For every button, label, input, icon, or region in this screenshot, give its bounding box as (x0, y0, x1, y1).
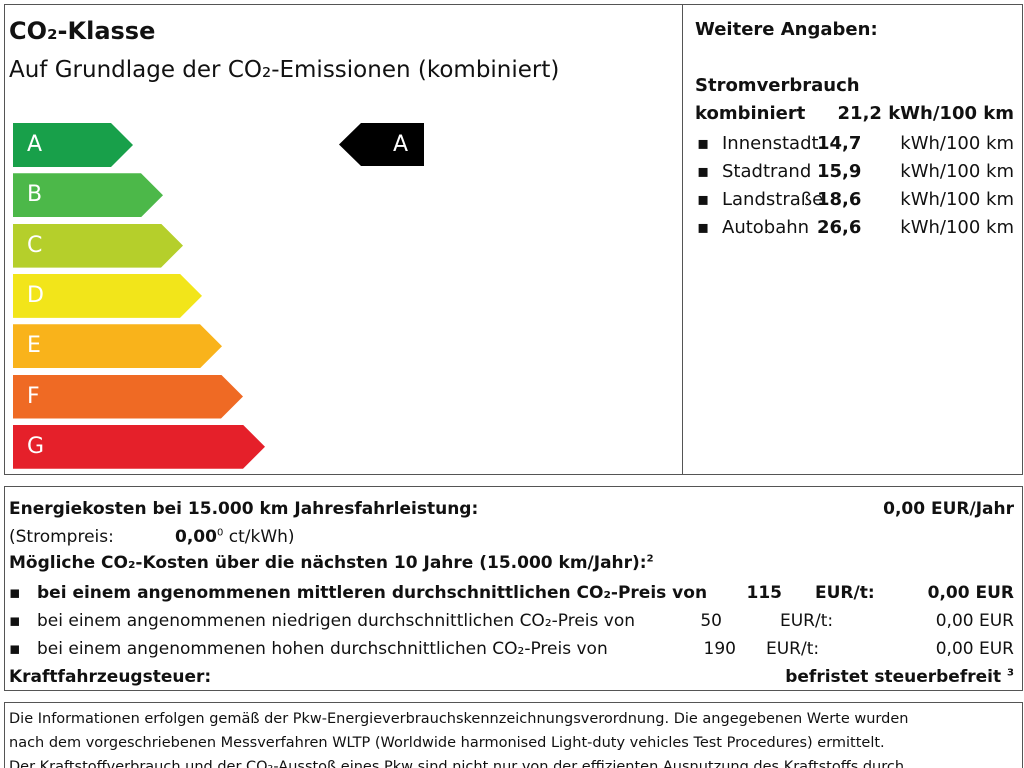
bullet: ▪ (9, 639, 21, 659)
row-value: 18,6 (817, 189, 862, 210)
row-unit: kWh/100 km (900, 133, 1014, 154)
tax-label: Kraftfahrzeugsteuer: (9, 667, 212, 687)
co2-text: bei einem angenommenen niedrigen durchsc… (37, 611, 636, 631)
co2-price: 190 (703, 639, 736, 659)
footer-panel: Die Informationen erfolgen gemäß der Pkw… (4, 702, 1023, 768)
class-arrow: C (13, 224, 183, 268)
row-value: 15,9 (817, 161, 862, 182)
details-heading: Stromverbrauch (695, 75, 860, 96)
row-label: Autobahn (722, 217, 810, 238)
price-label: (Strompreis: (9, 527, 114, 547)
row-label: Innenstadt (722, 133, 819, 154)
class-arrow: B (13, 173, 163, 217)
row-unit: kWh/100 km (900, 217, 1014, 238)
footer-line: nach dem vorgeschriebenen Messverfahren … (9, 735, 885, 751)
costs-panel: Energiekosten bei 15.000 km Jahresfahrle… (4, 486, 1023, 691)
tax: befristet steuerbefreit 3 (785, 667, 1014, 687)
bullet: ▪ (9, 583, 21, 603)
co2-heading-text: Mögliche CO₂-Kosten über die nächsten 10… (9, 553, 647, 573)
class-arrow: E (13, 324, 222, 368)
bullet: ▪ (697, 217, 710, 238)
co2-price: 50 (700, 611, 722, 631)
combined-label: kombiniert (695, 103, 806, 124)
energy-label: Energiekosten bei 15.000 km Jahresfahrle… (9, 499, 479, 519)
row-label: Stadtrand (722, 161, 812, 182)
bullet: ▪ (697, 133, 710, 154)
class-panel: CO₂-Klasse Auf Grundlage der CO₂-Emissio… (4, 4, 683, 475)
price: 0,000 ct/kWh) (175, 527, 295, 547)
co2-value: 0,00 EUR (927, 583, 1014, 603)
class-arrow: A (13, 123, 133, 167)
tax-note: 3 (1007, 667, 1014, 679)
class-arrow: D (13, 274, 202, 318)
footer-line: Der Kraftstoffverbrauch und der CO₂-Auss… (9, 759, 905, 768)
combined-value: 21,2 kWh/100 km (837, 103, 1014, 124)
details-panel: Weitere Angaben: Stromverbrauch kombinie… (682, 4, 1023, 475)
bullet: ▪ (9, 611, 21, 631)
row-value: 26,6 (817, 217, 862, 238)
details-title: Weitere Angaben: (695, 19, 878, 40)
co2-note: 2 (646, 553, 654, 565)
co2-heading: Mögliche CO₂-Kosten über die nächsten 10… (9, 553, 654, 573)
price-note: 0 (216, 527, 224, 539)
co2-text: bei einem angenommenen mittleren durchsc… (37, 583, 708, 603)
bullet: ▪ (697, 161, 710, 182)
co2-value: 0,00 EUR (935, 639, 1014, 659)
class-title: CO₂-Klasse (9, 17, 156, 45)
energy-value: 0,00 EUR/Jahr (883, 499, 1014, 519)
co2-unit: EUR/t: (766, 639, 820, 659)
co2-price: 115 (746, 583, 783, 603)
class-arrow: G (13, 425, 265, 469)
row-label: Landstraße (722, 189, 824, 210)
price-value: 0,00 (175, 527, 217, 547)
class-subtitle: Auf Grundlage der CO₂-Emissionen (kombin… (9, 57, 560, 83)
row-unit: kWh/100 km (900, 161, 1014, 182)
co2-value: 0,00 EUR (935, 611, 1014, 631)
co2-text: bei einem angenommenen hohen durchschnit… (37, 639, 608, 659)
class-arrow: F (13, 375, 243, 419)
row-unit: kWh/100 km (900, 189, 1014, 210)
row-value: 14,7 (817, 133, 862, 154)
price-unit: ct/kWh) (228, 527, 295, 547)
co2-unit: EUR/t: (815, 583, 875, 603)
footer-line: Die Informationen erfolgen gemäß der Pkw… (9, 711, 909, 727)
co2-unit: EUR/t: (780, 611, 834, 631)
current-class: A (339, 123, 424, 166)
bullet: ▪ (697, 189, 710, 210)
tax-value: befristet steuerbefreit (785, 667, 1002, 687)
